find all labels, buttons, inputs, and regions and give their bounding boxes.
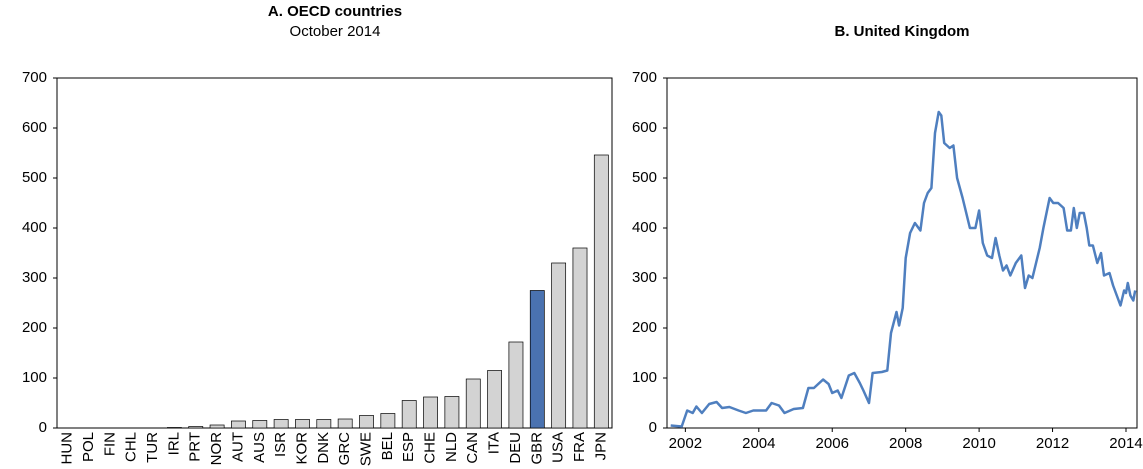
x-tick-label: 2002 <box>669 435 702 452</box>
y-tick-label: 600 <box>632 119 657 136</box>
x-tick-label: DEU <box>507 432 524 464</box>
bar <box>231 420 246 429</box>
x-tick-label: NLD <box>443 432 460 462</box>
x-tick-label: AUS <box>251 432 268 463</box>
bar <box>188 426 204 429</box>
y-tick-label: 400 <box>22 219 47 236</box>
y-tick-label: 100 <box>22 369 47 386</box>
x-tick-label: 2012 <box>1036 435 1069 452</box>
bar <box>380 413 396 429</box>
y-tick-label: 200 <box>22 319 47 336</box>
y-tick-label: 200 <box>632 319 657 336</box>
bar <box>465 378 481 429</box>
y-tick-label: 500 <box>22 169 47 186</box>
x-tick-label: KOR <box>293 432 310 465</box>
x-tick-label: 2008 <box>889 435 922 452</box>
bar <box>401 400 417 429</box>
bar <box>444 396 460 429</box>
x-tick-label: JPN <box>592 432 609 460</box>
x-tick-label: USA <box>550 432 567 463</box>
bar <box>252 420 268 429</box>
x-tick-label: ITA <box>486 432 503 454</box>
x-tick-label: FIN <box>101 432 118 456</box>
y-tick-label: 0 <box>39 419 47 436</box>
bar <box>551 262 567 429</box>
bar <box>209 424 225 429</box>
bar <box>337 418 353 429</box>
y-tick-label: 700 <box>632 69 657 86</box>
x-tick-label: FRA <box>571 432 588 462</box>
x-tick-label: GRC <box>336 432 353 466</box>
x-tick-label: GBR <box>528 432 545 465</box>
y-tick-label: 600 <box>22 119 47 136</box>
x-tick-label: DNK <box>315 432 332 464</box>
y-tick-label: 0 <box>649 419 657 436</box>
chart-title: A. OECD countries <box>268 3 402 20</box>
bar <box>487 370 502 429</box>
y-tick-label: 300 <box>22 269 47 286</box>
x-tick-label: AUT <box>229 432 246 462</box>
x-tick-label: 2010 <box>962 435 995 452</box>
line <box>670 110 1137 428</box>
x-tick-label: HUN <box>59 432 76 465</box>
x-tick-label: SWE <box>357 432 374 466</box>
x-tick-label: 2014 <box>1109 435 1142 452</box>
x-tick-label: CAN <box>464 432 481 464</box>
x-tick-label: 2004 <box>742 435 775 452</box>
plot-frame <box>666 77 1138 429</box>
bar <box>167 427 182 429</box>
x-tick-label: BEL <box>379 432 396 460</box>
y-tick-label: 300 <box>632 269 657 286</box>
y-tick-label: 700 <box>22 69 47 86</box>
chart-subtitle: October 2014 <box>290 23 381 40</box>
bar <box>572 247 588 429</box>
bar <box>273 419 289 429</box>
x-tick-label: 2006 <box>816 435 849 452</box>
y-tick-label: 500 <box>632 169 657 186</box>
x-tick-label: CHE <box>422 432 439 464</box>
x-tick-label: NOR <box>208 432 225 466</box>
bar <box>508 341 524 429</box>
bar <box>316 419 332 429</box>
x-tick-label: ISR <box>272 432 289 457</box>
x-tick-label: CHL <box>123 432 140 462</box>
bar <box>295 419 310 429</box>
x-tick-label: POL <box>80 432 97 462</box>
x-tick-label: PRT <box>187 432 204 462</box>
x-tick-label: TUR <box>144 432 161 463</box>
bar <box>359 415 374 429</box>
bar <box>423 396 438 429</box>
x-tick-label: ESP <box>400 432 417 462</box>
chart-title: B. United Kingdom <box>835 23 970 40</box>
y-tick-label: 400 <box>632 219 657 236</box>
bar <box>529 290 545 429</box>
x-tick-label: IRL <box>165 432 182 455</box>
bar <box>593 154 609 429</box>
plot-frame <box>56 77 613 429</box>
y-tick-label: 100 <box>632 369 657 386</box>
